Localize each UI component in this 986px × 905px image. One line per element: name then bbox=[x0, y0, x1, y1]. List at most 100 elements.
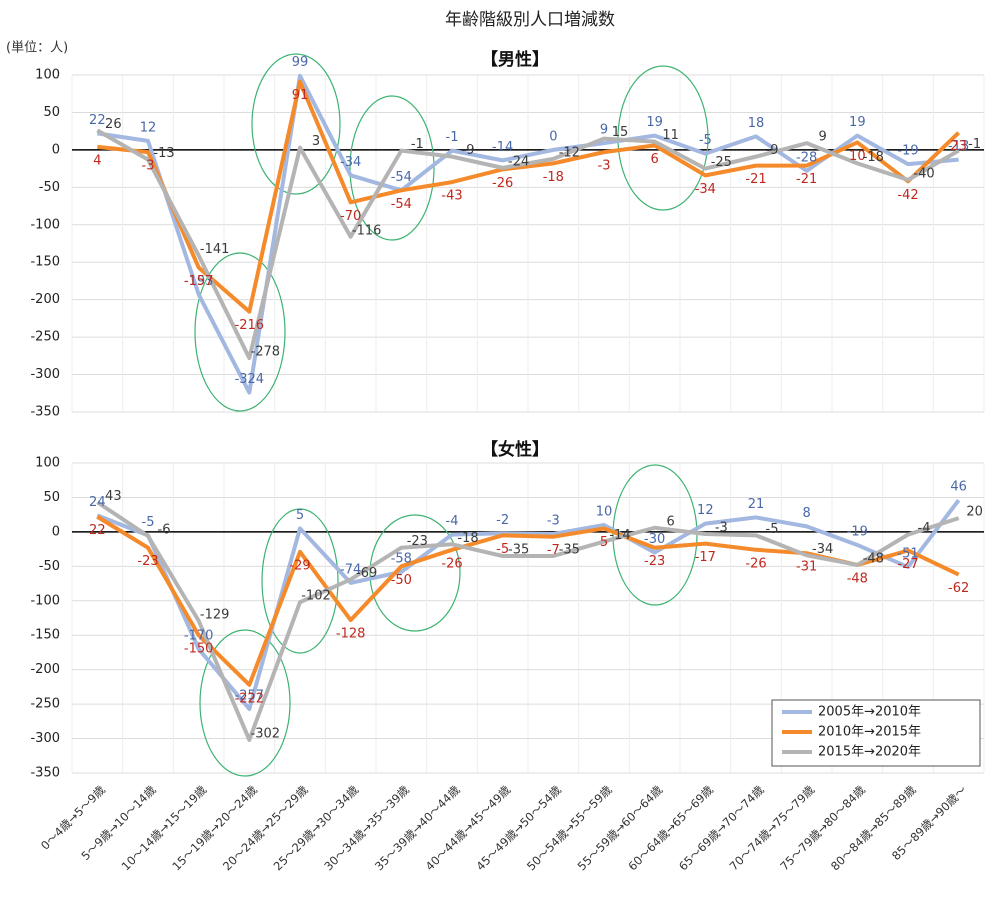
series-line bbox=[96, 498, 961, 711]
data-label: -102 bbox=[301, 589, 331, 604]
data-label: -42 bbox=[897, 188, 918, 203]
data-label: 18 bbox=[748, 116, 765, 131]
x-tick-label: 35～39歳→40～44歳 bbox=[372, 782, 463, 873]
data-label: 5 bbox=[600, 535, 608, 550]
y-tick-label: -350 bbox=[30, 766, 60, 781]
y-tick-label: 100 bbox=[35, 68, 60, 83]
series-line bbox=[97, 79, 961, 314]
legend-label: 2010年→2015年 bbox=[818, 725, 921, 740]
data-label: -23 bbox=[137, 554, 158, 569]
data-label: -35 bbox=[559, 543, 580, 558]
data-label: -5 bbox=[699, 133, 712, 148]
data-label: -4 bbox=[918, 521, 931, 536]
data-label: 11 bbox=[662, 128, 679, 143]
data-label: 43 bbox=[105, 489, 122, 504]
data-label: -5 bbox=[142, 515, 155, 530]
data-label: 5 bbox=[296, 508, 304, 523]
data-label: -23 bbox=[644, 554, 665, 569]
data-label: 0 bbox=[549, 129, 557, 144]
ellipse bbox=[261, 508, 339, 654]
data-label: -25 bbox=[711, 155, 732, 170]
data-label: -18 bbox=[457, 531, 478, 546]
data-label: -19 bbox=[847, 524, 868, 539]
data-label: -26 bbox=[492, 176, 513, 191]
data-label: -19 bbox=[897, 144, 918, 159]
data-label: 6 bbox=[667, 514, 675, 529]
data-label: -302 bbox=[251, 726, 281, 741]
data-label: -3 bbox=[142, 159, 155, 174]
panel-title: 【女性】 bbox=[481, 439, 549, 460]
y-tick-label: -100 bbox=[30, 593, 60, 608]
x-tick-label: 10～14歳→15～19歳 bbox=[119, 782, 210, 873]
x-tick-label: 80～84歳→85～89歳 bbox=[828, 782, 919, 873]
data-label: 9 bbox=[819, 130, 827, 145]
data-label: -35 bbox=[508, 543, 529, 558]
y-tick-label: 0 bbox=[52, 524, 60, 539]
x-tick-label: 70～74歳→75～79歳 bbox=[727, 782, 818, 873]
data-label: 22 bbox=[89, 113, 106, 128]
data-label: 19 bbox=[646, 115, 663, 130]
chart-title: 年齢階級別人口増減数 bbox=[445, 10, 615, 30]
data-label: -24 bbox=[508, 154, 529, 169]
data-label: -3 bbox=[547, 513, 560, 528]
data-label: -62 bbox=[948, 581, 969, 596]
data-label: -34 bbox=[695, 182, 716, 197]
data-label: 22 bbox=[89, 523, 106, 538]
y-tick-label: -200 bbox=[30, 292, 60, 307]
x-tick-label: 20～24歳→25～29歳 bbox=[220, 782, 311, 873]
data-label: -34 bbox=[340, 155, 361, 170]
data-label: -150 bbox=[184, 642, 214, 657]
data-label: -6 bbox=[158, 523, 171, 538]
data-label: -70 bbox=[340, 209, 361, 224]
data-label: 15 bbox=[612, 125, 629, 140]
y-tick-label: -50 bbox=[39, 180, 60, 195]
y-tick-label: -150 bbox=[30, 628, 60, 643]
data-label: 10 bbox=[849, 149, 866, 164]
data-label: -28 bbox=[796, 150, 817, 165]
data-label: -3 bbox=[715, 520, 728, 535]
data-label: -9 bbox=[766, 143, 779, 158]
y-tick-label: 50 bbox=[43, 105, 60, 120]
data-label: -2 bbox=[496, 513, 509, 528]
data-label: -18 bbox=[543, 170, 564, 185]
data-label: -23 bbox=[407, 534, 428, 549]
x-tick-label: 30～34歳→35～39歳 bbox=[321, 782, 412, 873]
data-label: -3 bbox=[598, 159, 611, 174]
data-label: -40 bbox=[913, 166, 934, 181]
data-label: -5 bbox=[496, 542, 509, 557]
data-label: -128 bbox=[336, 627, 366, 642]
series-line bbox=[96, 128, 960, 361]
data-label: -31 bbox=[796, 560, 817, 575]
data-label: -34 bbox=[812, 542, 833, 557]
data-label: -74 bbox=[340, 562, 361, 577]
data-label: 20 bbox=[966, 505, 983, 520]
data-label: -116 bbox=[352, 223, 382, 238]
unit-label: (単位：人) bbox=[6, 40, 68, 56]
data-label: -58 bbox=[391, 551, 412, 566]
y-tick-label: -250 bbox=[30, 697, 60, 712]
x-tick-label: 50～54歳→55～59歳 bbox=[524, 782, 615, 873]
y-tick-label: -300 bbox=[30, 731, 60, 746]
legend-label: 2005年→2010年 bbox=[818, 705, 921, 720]
data-label: -30 bbox=[644, 532, 665, 547]
y-tick-label: -50 bbox=[39, 559, 60, 574]
ellipse bbox=[612, 464, 698, 606]
data-label: 24 bbox=[89, 495, 106, 510]
y-tick-label: 100 bbox=[35, 456, 60, 471]
y-tick-label: -200 bbox=[30, 662, 60, 677]
data-label: -5 bbox=[766, 522, 779, 537]
x-tick-label: 45～49歳→50～54歳 bbox=[473, 782, 564, 873]
data-label: -1 bbox=[411, 137, 424, 152]
data-label: -29 bbox=[289, 558, 310, 573]
data-label: -4 bbox=[446, 514, 459, 529]
y-tick-label: 0 bbox=[52, 142, 60, 157]
y-tick-label: -250 bbox=[30, 330, 60, 345]
data-label: -129 bbox=[200, 607, 230, 622]
data-label: 10 bbox=[596, 505, 613, 520]
data-label: -26 bbox=[745, 556, 766, 571]
ellipse bbox=[194, 252, 286, 412]
data-label: -7 bbox=[547, 543, 560, 558]
data-label: 8 bbox=[803, 506, 811, 521]
ellipse bbox=[369, 514, 461, 632]
